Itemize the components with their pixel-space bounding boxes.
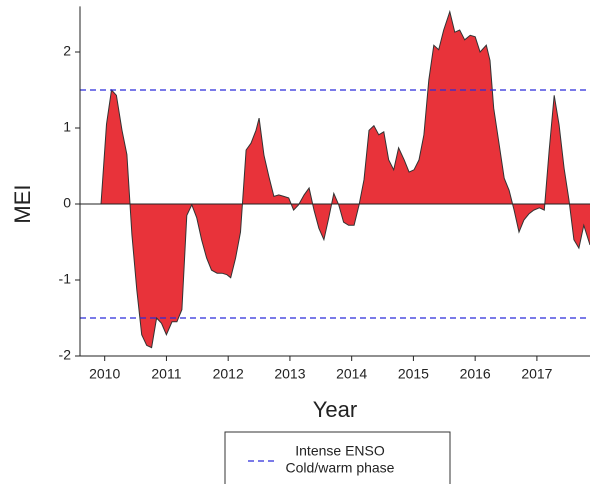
- y-tick-label: 1: [63, 119, 71, 135]
- x-tick-label: 2012: [213, 366, 244, 382]
- x-tick-label: 2011: [151, 366, 181, 382]
- series-line: [100, 9, 590, 349]
- y-tick-label: 0: [63, 195, 71, 211]
- area-fill: [100, 11, 590, 348]
- x-tick-label: 2010: [89, 366, 120, 382]
- y-tick-label: -1: [59, 271, 72, 287]
- legend-label: Intense ENSO: [295, 443, 385, 459]
- x-tick-label: 2014: [336, 366, 367, 382]
- x-tick-label: 2016: [460, 366, 491, 382]
- x-tick-label: 2017: [521, 366, 552, 382]
- y-axis-label: MEI: [10, 184, 35, 223]
- legend-box: [224, 431, 451, 484]
- x-tick-label: 2015: [398, 366, 429, 382]
- legend-label: Cold/warm phase: [286, 460, 395, 476]
- x-axis-label: Year: [313, 397, 357, 422]
- y-tick-label: 2: [63, 43, 71, 59]
- x-tick-label: 2013: [274, 366, 305, 382]
- y-tick-label: -2: [59, 347, 72, 363]
